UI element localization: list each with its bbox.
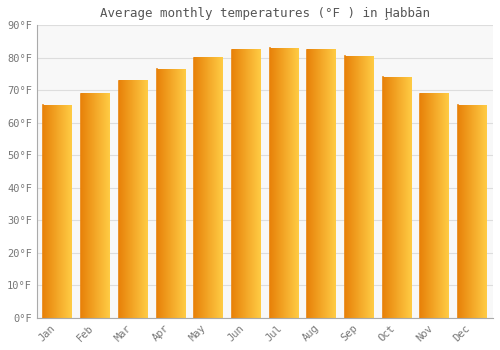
Title: Average monthly temperatures (°F ) in Ḩabbān: Average monthly temperatures (°F ) in Ḩa…	[100, 7, 430, 20]
